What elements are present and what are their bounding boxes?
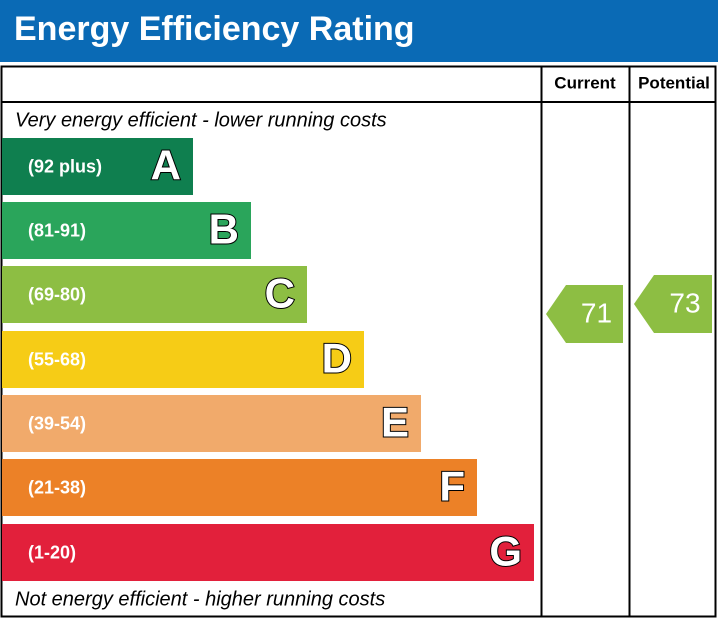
band-range: (92 plus) <box>28 156 102 176</box>
band-bar <box>2 331 364 388</box>
band-range: (69-80) <box>28 284 86 304</box>
column-header: Current <box>554 73 616 92</box>
band-letter: E <box>381 399 409 446</box>
bottom-note: Not energy efficient - higher running co… <box>15 588 385 610</box>
table-border <box>0 65 717 618</box>
column-header: Potential <box>638 73 710 92</box>
rating-arrow <box>546 285 623 343</box>
title-bar <box>0 0 718 62</box>
band-letter: B <box>209 206 239 253</box>
title: Energy Efficiency Rating <box>14 10 415 48</box>
band-range: (21-38) <box>28 477 86 497</box>
band-range: (55-68) <box>28 349 86 369</box>
band-range: (1-20) <box>28 542 76 562</box>
band-bar <box>2 202 251 259</box>
rating-value: 73 <box>669 287 700 318</box>
band-bar <box>2 395 421 452</box>
band-bar <box>2 524 534 581</box>
band-letter: D <box>322 335 352 382</box>
band-letter: A <box>151 142 181 189</box>
band-range: (39-54) <box>28 413 86 433</box>
band-range: (81-91) <box>28 220 86 240</box>
band-letter: G <box>489 528 522 575</box>
rating-value: 71 <box>581 297 612 328</box>
band-letter: F <box>439 463 465 510</box>
band-bar <box>2 138 193 195</box>
top-note: Very energy efficient - lower running co… <box>15 109 387 131</box>
band-bar <box>2 266 307 323</box>
rating-arrow <box>634 275 712 333</box>
band-letter: C <box>265 270 295 317</box>
band-bar <box>2 459 477 516</box>
